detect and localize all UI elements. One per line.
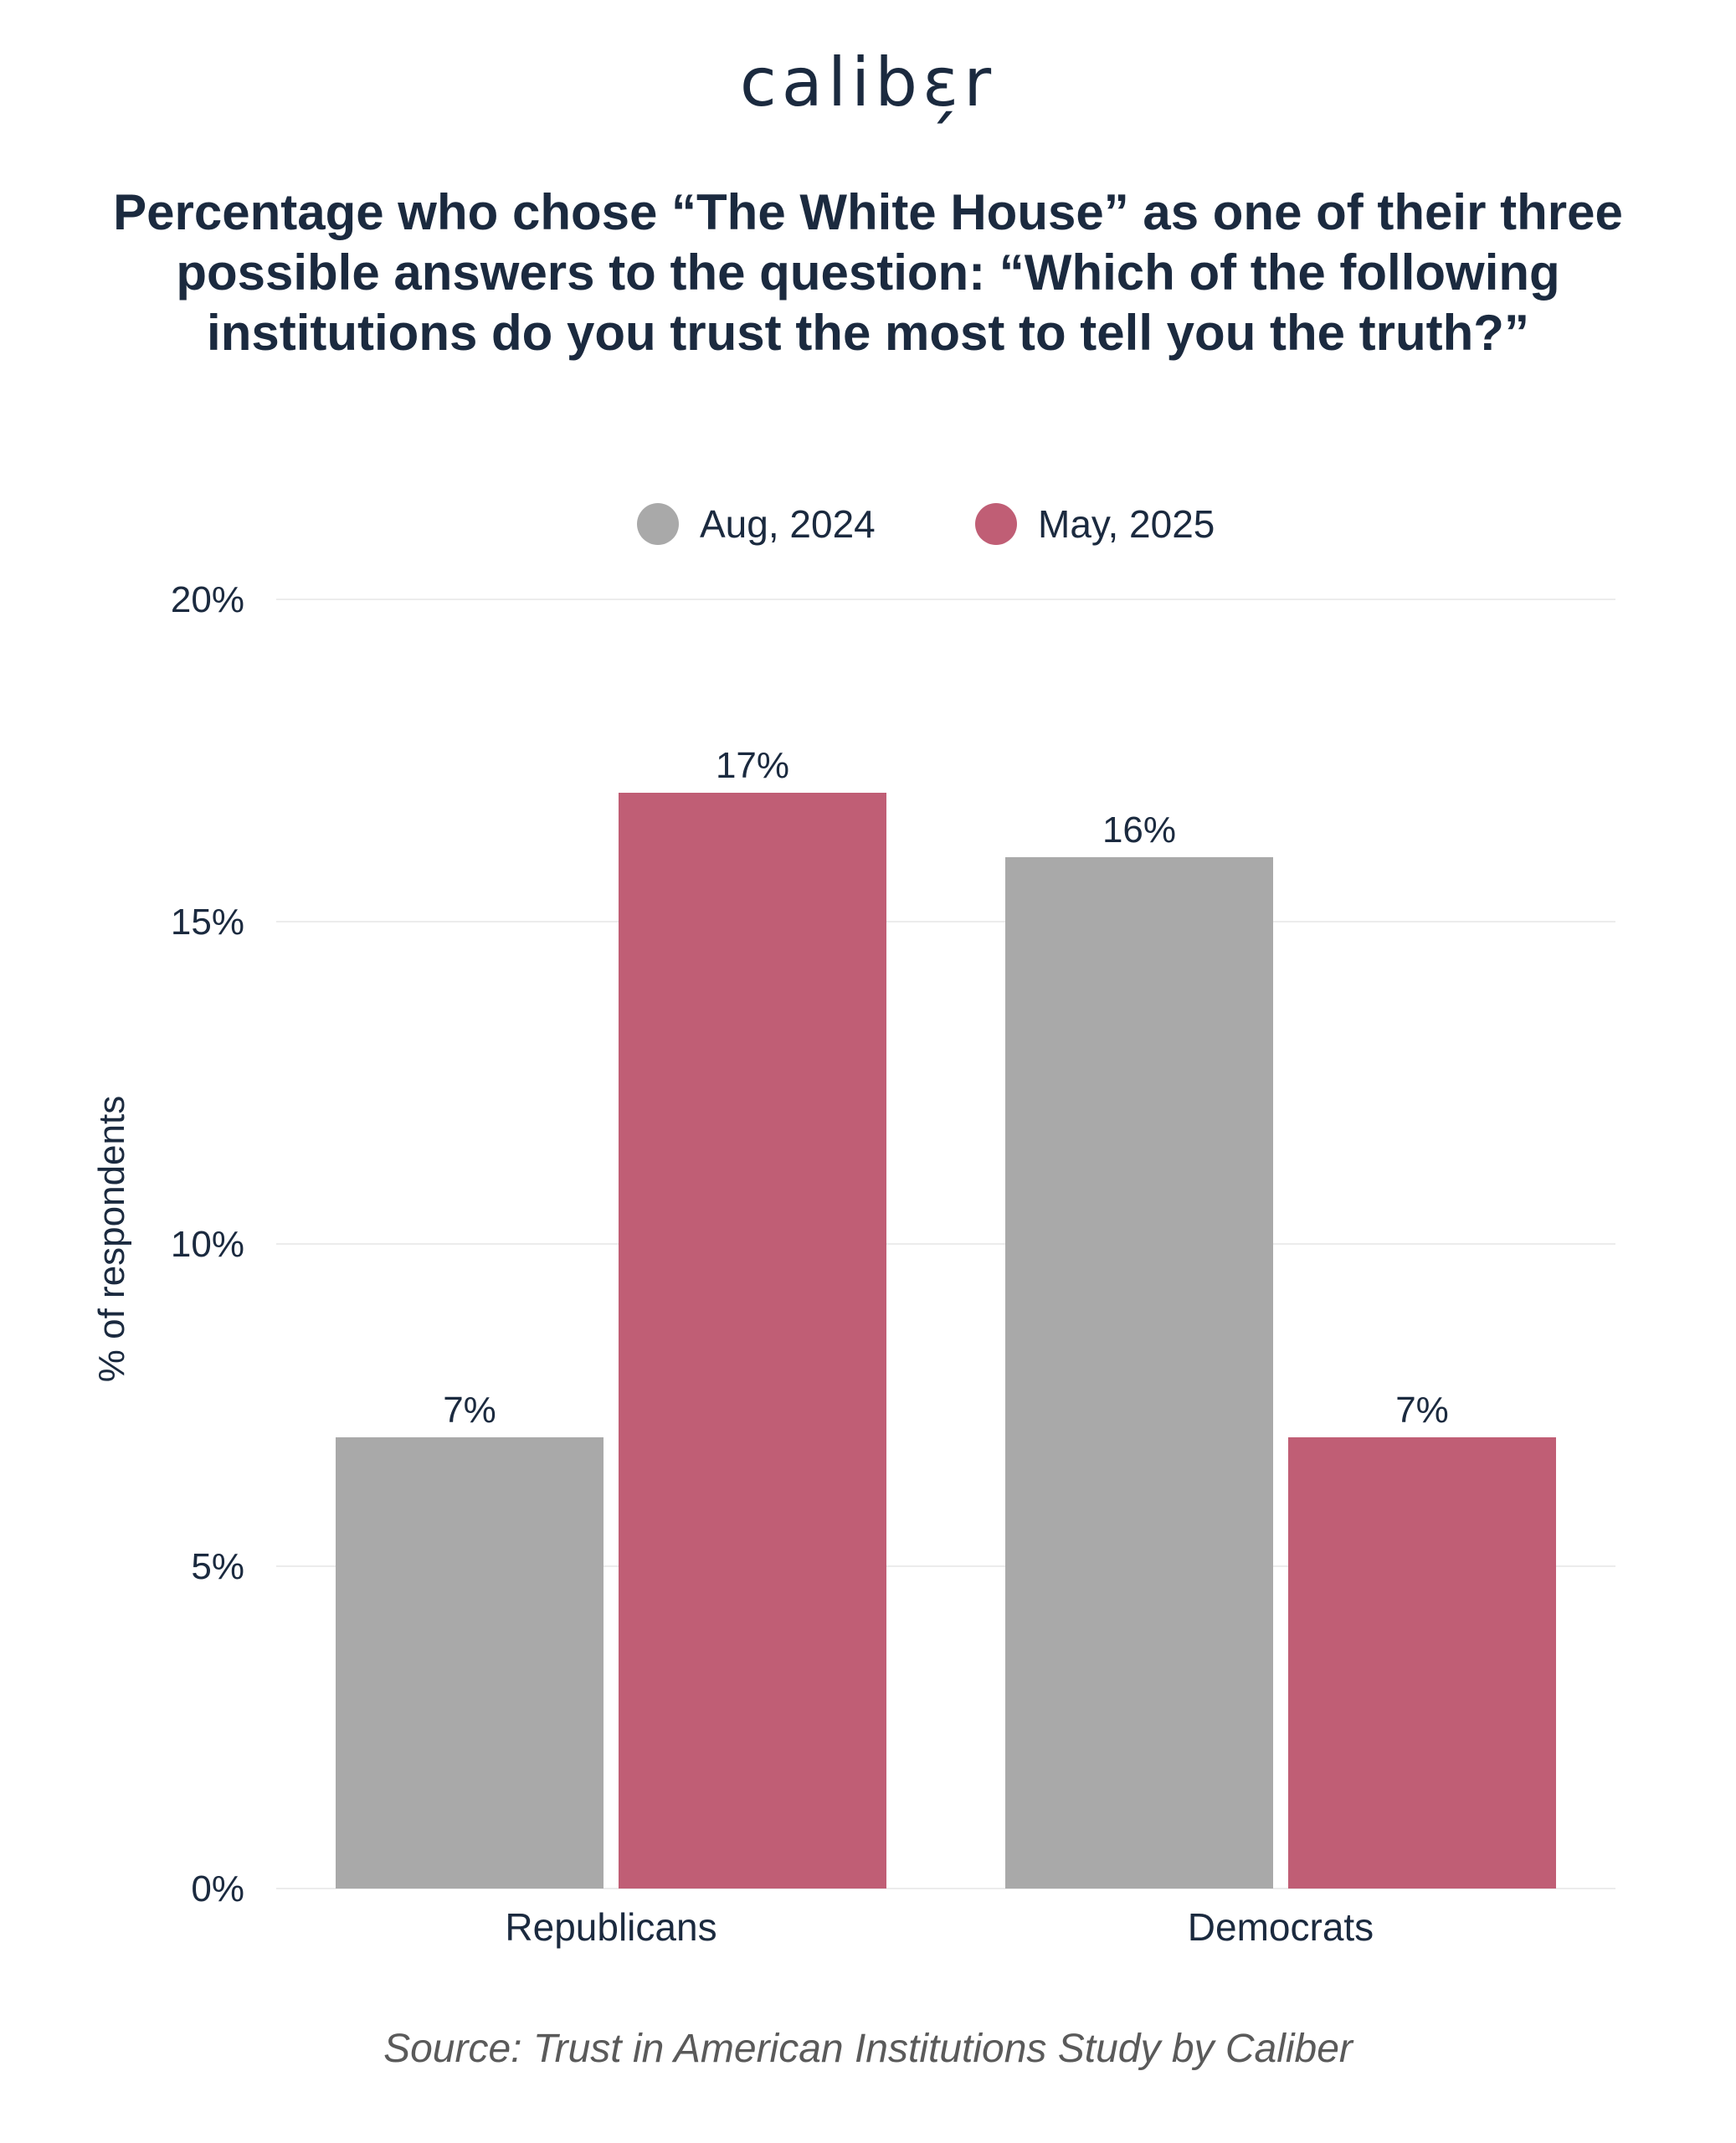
bar-republicans-0: [336, 1437, 603, 1889]
legend-swatch: [975, 503, 1017, 545]
legend-label: May, 2025: [1038, 502, 1215, 546]
legend-swatch: [637, 503, 679, 545]
bar-value-label: 16%: [1102, 809, 1176, 851]
x-tick-label: Republicans: [505, 1905, 716, 1949]
y-tick-label: 15%: [171, 902, 244, 943]
bar-value-label: 7%: [443, 1390, 496, 1431]
chart-title: Percentage who chose “The White House” a…: [113, 184, 1623, 361]
y-axis-ticks: 0% 5% 10% 15% 20%: [171, 579, 244, 1909]
x-tick-label: Democrats: [1188, 1905, 1374, 1949]
bar-democrats-1: [1288, 1437, 1556, 1889]
bar-chart: Aug, 2024 May, 2025 0% 5% 10% 15% 20% 7% 17% 16…: [91, 502, 1615, 1949]
legend: Aug, 2024 May, 2025: [637, 502, 1215, 546]
x-axis-ticks: Republicans Democrats: [505, 1905, 1374, 1949]
bars: [336, 793, 1556, 1889]
y-tick-label: 10%: [171, 1224, 244, 1265]
bar-democrats-0: [1005, 857, 1273, 1889]
source-note: Source: Trust in American Institutions S…: [383, 2027, 1353, 2071]
bar-value-label: 7%: [1395, 1390, 1449, 1431]
y-tick-label: 5%: [191, 1546, 244, 1587]
bar-value-label: 17%: [716, 745, 789, 786]
caliber-logo: calibɛ̗r: [739, 44, 997, 121]
y-axis-label: % of respondents: [91, 1096, 132, 1382]
legend-label: Aug, 2024: [700, 502, 876, 546]
bar-labels: 7% 17% 16% 7%: [443, 745, 1449, 1431]
y-tick-label: 20%: [171, 579, 244, 620]
bar-republicans-1: [619, 793, 886, 1889]
y-tick-label: 0%: [191, 1868, 244, 1909]
